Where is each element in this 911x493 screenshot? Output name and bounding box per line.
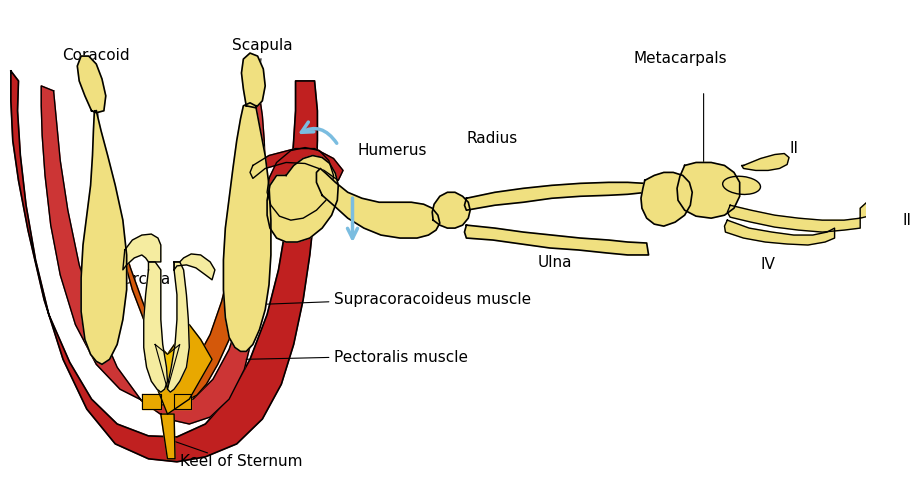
Polygon shape [465, 225, 649, 255]
Polygon shape [677, 163, 740, 218]
Polygon shape [41, 86, 265, 424]
Text: Scapula: Scapula [232, 38, 292, 177]
Polygon shape [860, 194, 898, 218]
Text: IV: IV [761, 257, 775, 273]
Text: Pectoralis muscle: Pectoralis muscle [333, 350, 467, 365]
Polygon shape [144, 262, 168, 392]
Text: Radius: Radius [466, 131, 517, 145]
Text: Coracoid: Coracoid [63, 48, 130, 198]
Polygon shape [81, 111, 127, 364]
Polygon shape [123, 234, 161, 270]
Polygon shape [155, 345, 179, 389]
Polygon shape [11, 71, 317, 462]
Text: Supracoracoideus muscle: Supracoracoideus muscle [333, 292, 530, 307]
Ellipse shape [722, 176, 761, 194]
Text: Keel of Sternum: Keel of Sternum [179, 454, 302, 469]
Polygon shape [432, 192, 470, 228]
Polygon shape [465, 182, 647, 210]
Polygon shape [142, 394, 161, 409]
Polygon shape [146, 324, 212, 414]
Polygon shape [724, 220, 834, 245]
Polygon shape [168, 262, 189, 392]
Polygon shape [174, 394, 191, 409]
Text: Metacarpals: Metacarpals [633, 51, 727, 66]
Polygon shape [121, 215, 246, 399]
Text: Humerus: Humerus [357, 143, 426, 158]
Polygon shape [267, 155, 338, 242]
Polygon shape [250, 148, 343, 180]
Polygon shape [267, 147, 333, 220]
Polygon shape [641, 173, 692, 226]
Text: III: III [903, 212, 911, 228]
Text: Ulna: Ulna [537, 255, 572, 270]
Polygon shape [241, 53, 265, 108]
Polygon shape [223, 103, 271, 352]
Polygon shape [77, 56, 106, 113]
Text: Furcula: Furcula [115, 272, 170, 307]
Polygon shape [742, 153, 789, 171]
Polygon shape [727, 205, 860, 232]
Polygon shape [316, 169, 440, 238]
Polygon shape [174, 254, 215, 280]
Text: II: II [789, 141, 798, 156]
Polygon shape [161, 414, 175, 459]
